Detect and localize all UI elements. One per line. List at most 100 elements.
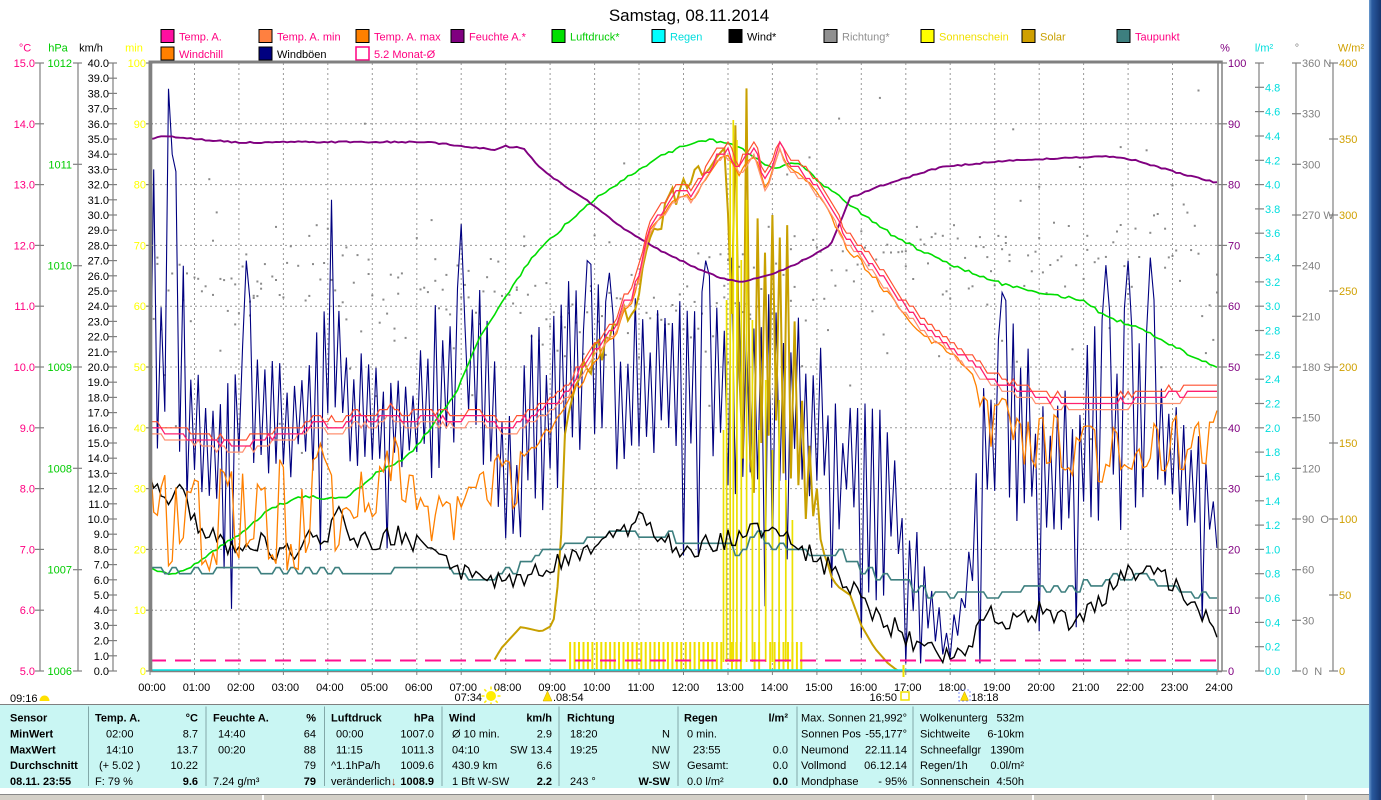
svg-text:1011: 1011 <box>48 159 72 171</box>
svg-text:33.0: 33.0 <box>88 164 109 176</box>
svg-text:15.0: 15.0 <box>14 58 35 70</box>
svg-text:16.0: 16.0 <box>88 423 109 435</box>
svg-text:9.0: 9.0 <box>94 529 109 541</box>
svg-text:0.0: 0.0 <box>94 666 109 678</box>
svg-text:6.0: 6.0 <box>94 575 109 587</box>
svg-text:Richtung*: Richtung* <box>842 32 890 44</box>
svg-text:21:00: 21:00 <box>1072 682 1100 694</box>
svg-text:17.0: 17.0 <box>88 408 109 420</box>
svg-text:Temp. A.: Temp. A. <box>179 32 222 44</box>
svg-text:00:00: 00:00 <box>336 729 364 741</box>
svg-text:05:00: 05:00 <box>361 682 389 694</box>
svg-text:430.9 km: 430.9 km <box>452 760 497 772</box>
svg-text:40: 40 <box>134 423 146 435</box>
svg-text:02:00: 02:00 <box>227 682 255 694</box>
svg-text:Vollmond: Vollmond <box>801 760 846 772</box>
svg-text:3.0: 3.0 <box>1265 301 1280 313</box>
svg-text:36.0: 36.0 <box>88 119 109 131</box>
svg-text:2.6: 2.6 <box>1265 350 1280 362</box>
svg-text:4.0: 4.0 <box>94 605 109 617</box>
svg-text:SW 13.4: SW 13.4 <box>510 744 552 756</box>
svg-text:NW: NW <box>652 744 671 756</box>
svg-text:4.4: 4.4 <box>1265 131 1280 143</box>
svg-text:Temp. A.: Temp. A. <box>95 713 140 725</box>
svg-text:04:00: 04:00 <box>316 682 344 694</box>
svg-text:30: 30 <box>134 484 146 496</box>
svg-text:4.6: 4.6 <box>1265 107 1280 119</box>
svg-text:2.8: 2.8 <box>1265 326 1280 338</box>
svg-text:10.0: 10.0 <box>14 362 35 374</box>
svg-text:1012: 1012 <box>48 58 72 70</box>
svg-text:07:00: 07:00 <box>449 682 477 694</box>
svg-text:400: 400 <box>1339 58 1357 70</box>
svg-text:24.0: 24.0 <box>88 301 109 313</box>
svg-text:04:10: 04:10 <box>452 744 480 756</box>
svg-text:08.11. 23:55: 08.11. 23:55 <box>10 776 71 788</box>
svg-text:1008.9: 1008.9 <box>400 776 434 788</box>
svg-text:Wind: Wind <box>449 713 476 725</box>
svg-text:18.0: 18.0 <box>88 392 109 404</box>
svg-text:27.0: 27.0 <box>88 256 109 268</box>
svg-text:km/h: km/h <box>526 713 552 725</box>
svg-text:532m: 532m <box>996 713 1024 725</box>
svg-text:l/m²: l/m² <box>768 713 788 725</box>
svg-text:5.0: 5.0 <box>20 666 35 678</box>
svg-text:3.6: 3.6 <box>1265 228 1280 240</box>
svg-text:hPa: hPa <box>414 713 435 725</box>
svg-text:0: 0 <box>1339 666 1345 678</box>
svg-text:°: ° <box>1295 43 1299 55</box>
svg-text:%: % <box>306 713 316 725</box>
svg-text:4.8: 4.8 <box>1265 82 1280 94</box>
svg-text:22:00: 22:00 <box>1116 682 1144 694</box>
svg-text:03:00: 03:00 <box>272 682 300 694</box>
svg-text:4.2: 4.2 <box>1265 155 1280 167</box>
svg-text:3.0: 3.0 <box>94 620 109 632</box>
svg-text:19.0: 19.0 <box>88 377 109 389</box>
svg-text:21.0: 21.0 <box>88 347 109 359</box>
svg-text:Wolkenunterg: Wolkenunterg <box>920 713 988 725</box>
svg-text:13:00: 13:00 <box>716 682 744 694</box>
svg-text:16:50: 16:50 <box>869 692 897 704</box>
svg-text:0.6: 0.6 <box>1265 593 1280 605</box>
svg-text:243 °: 243 ° <box>570 776 596 788</box>
svg-text:1.8: 1.8 <box>1265 447 1280 459</box>
svg-text:0 min.: 0 min. <box>687 729 717 741</box>
svg-text:6.0: 6.0 <box>20 605 35 617</box>
svg-text:1007.0: 1007.0 <box>400 729 434 741</box>
svg-text:Durchschnitt: Durchschnitt <box>10 760 78 772</box>
svg-text:1011.3: 1011.3 <box>401 744 434 756</box>
svg-text:34.0: 34.0 <box>88 149 109 161</box>
svg-text:1010: 1010 <box>48 261 72 273</box>
svg-text:Samstag, 08.11.2014: Samstag, 08.11.2014 <box>609 6 769 25</box>
svg-text:11.0: 11.0 <box>88 499 109 511</box>
svg-text:19:00: 19:00 <box>983 682 1011 694</box>
svg-text:31.0: 31.0 <box>88 195 109 207</box>
svg-text:10:00: 10:00 <box>583 682 611 694</box>
svg-text:29.0: 29.0 <box>88 225 109 237</box>
svg-text:80: 80 <box>134 180 146 192</box>
svg-text:15.0: 15.0 <box>88 438 109 450</box>
svg-text:1.0: 1.0 <box>1265 544 1280 556</box>
svg-text:70: 70 <box>134 240 146 252</box>
svg-text:10.0: 10.0 <box>88 514 109 526</box>
svg-text:14.0: 14.0 <box>14 119 35 131</box>
svg-text:Solar: Solar <box>1040 32 1066 44</box>
svg-text:N: N <box>662 729 670 741</box>
svg-text:300: 300 <box>1339 210 1357 222</box>
svg-text:0.0: 0.0 <box>773 744 788 756</box>
svg-text:Sensor: Sensor <box>10 713 48 725</box>
svg-text:23:00: 23:00 <box>1161 682 1189 694</box>
svg-text:5.2 Monat-Ø: 5.2 Monat-Ø <box>374 49 436 61</box>
svg-text:06:00: 06:00 <box>405 682 433 694</box>
svg-text:0: 0 <box>140 666 146 678</box>
svg-text:10.22: 10.22 <box>170 760 198 772</box>
svg-text:4.0: 4.0 <box>1265 180 1280 192</box>
svg-text:70: 70 <box>1228 240 1240 252</box>
svg-text:Richtung: Richtung <box>567 713 615 725</box>
svg-text:Temp. A. max: Temp. A. max <box>374 32 441 44</box>
svg-text:20: 20 <box>134 544 146 556</box>
svg-text:11.0: 11.0 <box>14 301 35 313</box>
svg-text:50: 50 <box>1339 590 1351 602</box>
svg-text:300: 300 <box>1302 159 1320 171</box>
svg-text:°C: °C <box>19 43 31 55</box>
